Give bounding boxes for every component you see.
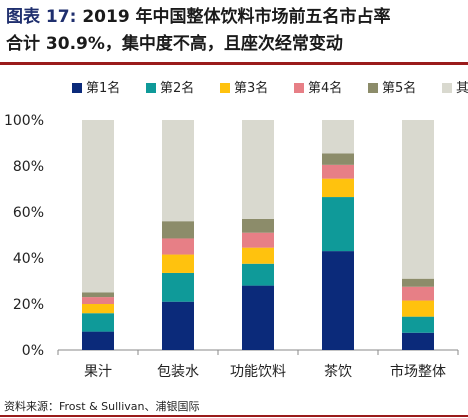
figure-title-text-1: 2019 年中国整体饮料市场前五名市占率	[82, 7, 391, 27]
bar-segment	[402, 120, 434, 279]
bar-segment	[82, 331, 114, 350]
bar-segment	[242, 120, 274, 219]
bar-segment	[402, 286, 434, 301]
bar-segment	[162, 301, 194, 350]
bar-segment	[82, 292, 114, 298]
source-note: 资料来源：Frost & Sullivan、浦银国际	[4, 400, 200, 413]
bar-segment	[82, 304, 114, 314]
y-tick-label: 80%	[13, 159, 44, 175]
bar-segment	[82, 297, 114, 304]
legend-label: 第5名	[382, 80, 416, 96]
x-tick-label: 茶饮	[324, 364, 352, 380]
legend-swatch	[146, 83, 156, 93]
legend-label: 第1名	[86, 80, 120, 96]
bar-segment	[162, 238, 194, 255]
figure-title-line1: 图表 17: 2019 年中国整体饮料市场前五名市占率	[6, 7, 391, 27]
bar-segment	[242, 232, 274, 248]
figure-title: 图表 17: 2019 年中国整体饮料市场前五名市占率 合计 30.9%，集中度…	[6, 4, 462, 58]
legend-swatch	[442, 83, 452, 93]
bar-segment	[402, 278, 434, 287]
bar-segment	[242, 263, 274, 286]
legend-swatch	[294, 83, 304, 93]
legend-label: 第3名	[234, 80, 268, 96]
bar-segment	[322, 178, 354, 198]
bar-segment	[322, 251, 354, 350]
bar-segment	[242, 218, 274, 233]
figure-title-line2: 合计 30.9%，集中度不高，且座次经常变动	[6, 34, 343, 54]
bar-segment	[402, 316, 434, 333]
legend-swatch	[368, 83, 378, 93]
legend-label: 第2名	[160, 80, 194, 96]
bar-segment	[322, 197, 354, 252]
title-divider	[0, 62, 468, 65]
x-tick-label: 功能饮料	[230, 364, 286, 380]
bar-segment	[322, 153, 354, 165]
figure-label: 图表	[6, 7, 40, 27]
legend-label: 第4名	[308, 80, 342, 96]
legend-swatch	[220, 83, 230, 93]
bottom-divider	[0, 415, 468, 417]
stacked-bar-chart: 第1名 第2名 第3名 第4名 第5名 其他 0% 20% 40% 60% 80% 100% 果汁 包装水…	[4, 80, 468, 380]
bar-segment	[322, 164, 354, 179]
x-tick-label: 包装水	[157, 364, 199, 380]
bar-segment	[82, 313, 114, 332]
y-tick-label: 0%	[22, 343, 44, 359]
y-tick-label: 100%	[4, 113, 44, 129]
bar-segment	[82, 120, 114, 293]
y-tick-label: 40%	[13, 251, 44, 267]
bar-segment	[162, 272, 194, 302]
bar-segment	[242, 285, 274, 350]
bar-segment	[402, 332, 434, 350]
bar-segment	[322, 120, 354, 154]
bar-segment	[242, 247, 274, 264]
x-tick-label: 市场整体	[390, 363, 446, 380]
legend-label: 其他	[456, 81, 468, 96]
x-tick-label: 果汁	[84, 364, 112, 380]
y-tick-label: 20%	[13, 297, 44, 313]
y-tick-label: 60%	[13, 205, 44, 221]
bar-segment	[162, 221, 194, 239]
bar-segment	[402, 300, 434, 317]
legend-swatch	[72, 83, 82, 93]
figure-number: 17	[45, 7, 70, 27]
bar-segment	[162, 254, 194, 273]
bar-segment	[162, 120, 194, 222]
